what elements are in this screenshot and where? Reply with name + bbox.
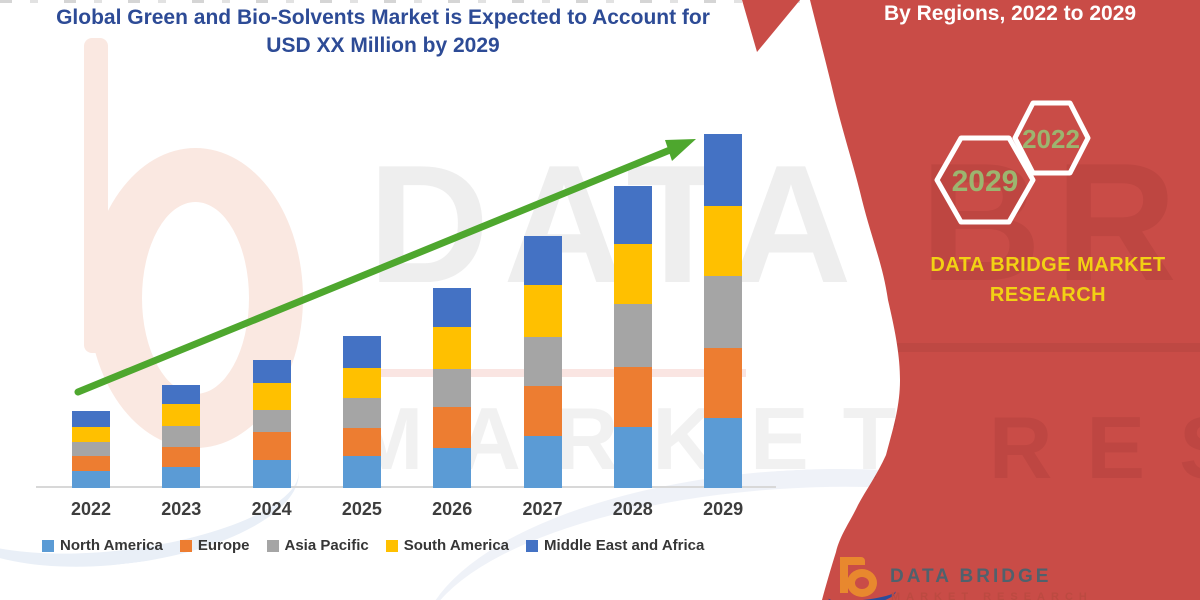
hexagon-2022: [1012, 100, 1091, 176]
bar-2027-segment-asia-pacific: [523, 337, 562, 386]
legend-item-europe: Europe: [179, 537, 250, 554]
bar-2027-segment-north-america: [523, 436, 562, 488]
trend-arrow: [74, 139, 696, 396]
bar-2027-segment-middle-east-and-africa: [523, 236, 562, 285]
legend-swatch: [385, 539, 398, 552]
bar-2026-segment-north-america: [433, 448, 472, 488]
legend-label: Europe: [197, 537, 250, 554]
bar-2026-segment-middle-east-and-africa: [433, 288, 472, 327]
bar-2028-segment-europe: [613, 367, 652, 427]
svg-text:MARKET RESEARCH: MARKET RESEARCH: [350, 398, 1200, 497]
bar-2022-segment-north-america: [72, 471, 110, 488]
bar-2025: [342, 336, 381, 488]
bar-2023-segment-middle-east-and-africa: [162, 385, 201, 404]
page-title: Global Green and Bio-Solvents Market is …: [20, 4, 746, 60]
page-title-line1: Global Green and Bio-Solvents Market is …: [56, 6, 710, 29]
x-tick-label-2027: 2027: [522, 499, 563, 519]
bar-2024: [252, 360, 291, 488]
legend-label: North America: [60, 537, 163, 554]
x-tick-label-2025: 2025: [341, 499, 382, 519]
red-panel-watermark: DATA BRIDGE MARKET RESEARCH: [350, 128, 1200, 497]
bar-2024-segment-south-america: [252, 383, 291, 410]
legend-swatch: [179, 539, 192, 552]
legend-swatch: [266, 539, 279, 552]
bar-2029-segment-north-america: [704, 418, 743, 488]
legend-swatch: [42, 539, 54, 552]
bar-2025-segment-south-america: [342, 368, 381, 398]
x-tick-label-2029: 2029: [703, 499, 744, 519]
legend-label: Middle East and Africa: [544, 537, 705, 554]
bar-2025-segment-middle-east-and-africa: [342, 336, 381, 368]
legend-item-middle-east-and-africa: Middle East and Africa: [526, 537, 704, 554]
bar-2027-segment-europe: [523, 386, 562, 436]
bar-2025-segment-north-america: [342, 456, 381, 488]
page-title-line2: USD XX Million by 2029: [266, 34, 500, 57]
footer-logo-name: DATA BRIDGE: [890, 566, 1052, 587]
x-tick-label-2028: 2028: [612, 499, 653, 519]
x-tick-label-2023: 2023: [161, 499, 202, 519]
x-tick-label-2026: 2026: [432, 499, 473, 519]
bar-2023-segment-north-america: [162, 467, 201, 488]
watermark-pink-band: [378, 369, 746, 377]
bar-2029-segment-middle-east-and-africa: [704, 134, 743, 206]
red-side-panel: [810, 0, 1200, 600]
bar-2029-segment-europe: [704, 348, 743, 418]
bar-2024-segment-middle-east-and-africa: [252, 360, 291, 383]
bar-2028-segment-south-america: [613, 244, 652, 304]
chart-legend: North America Europe Asia Pacific South Ame…: [42, 537, 704, 554]
bar-2028: [613, 186, 652, 488]
legend-label: South America: [403, 537, 510, 554]
bar-2023: [162, 385, 201, 488]
footer-logo-b-arm: [840, 557, 865, 565]
bar-2029: [704, 134, 743, 488]
bar-2026-segment-south-america: [433, 327, 472, 369]
bar-2023-segment-south-america: [162, 404, 201, 426]
bar-2023-segment-asia-pacific: [162, 426, 201, 447]
footer-logo-b-stem: [840, 557, 848, 593]
bar-2028-segment-asia-pacific: [613, 304, 652, 367]
bar-2027: [523, 236, 562, 488]
legend-item-north-america: North America: [42, 537, 163, 554]
bar-2022: [72, 411, 110, 488]
legend-item-asia-pacific: Asia Pacific: [266, 537, 369, 554]
bar-2022-segment-europe: [72, 456, 110, 471]
bar-2028-segment-north-america: [613, 427, 652, 488]
legend-swatch: [526, 539, 539, 552]
bar-2022-segment-middle-east-and-africa: [72, 411, 110, 427]
legend-item-south-america: South America: [385, 537, 510, 554]
bar-2028-segment-middle-east-and-africa: [613, 186, 652, 244]
hexagon-2022-label: 2022: [1022, 124, 1080, 154]
red-corner-wedge: [742, 0, 800, 52]
hexagon-2029: [934, 135, 1036, 225]
banner-regions-label: By Regions, 2022 to 2029: [883, 2, 1137, 25]
bar-2026: [433, 288, 472, 488]
hexagon-2029-label: 2029: [952, 165, 1019, 198]
footer-logo-b-bowl: [847, 569, 877, 597]
bar-2025-segment-europe: [342, 428, 381, 456]
bar-2024-segment-north-america: [252, 460, 291, 488]
bar-2024-segment-asia-pacific: [252, 410, 291, 432]
brand-text: DATA BRIDGE MARKET RESEARCH: [930, 254, 1166, 306]
bar-2026-segment-asia-pacific: [433, 369, 472, 407]
x-axis-line: [36, 486, 776, 488]
footer-logo-subtitle: MARKET RESEARCH: [891, 591, 1093, 600]
bar-2022-segment-south-america: [72, 427, 110, 442]
x-tick-label-2024: 2024: [251, 499, 292, 519]
x-tick-label-2022: 2022: [70, 499, 112, 519]
bar-2023-segment-europe: [162, 447, 201, 467]
bar-2027-segment-south-america: [523, 285, 562, 337]
bar-2029-segment-asia-pacific: [704, 276, 743, 348]
bar-2026-segment-europe: [433, 407, 472, 448]
bar-2025-segment-asia-pacific: [342, 398, 381, 428]
cut-off-text-fragments: [0, 0, 800, 3]
bar-2024-segment-europe: [252, 432, 291, 460]
legend-label: Asia Pacific: [284, 537, 369, 554]
bar-2029-segment-south-america: [704, 206, 743, 276]
bar-2022-segment-asia-pacific: [72, 442, 110, 456]
